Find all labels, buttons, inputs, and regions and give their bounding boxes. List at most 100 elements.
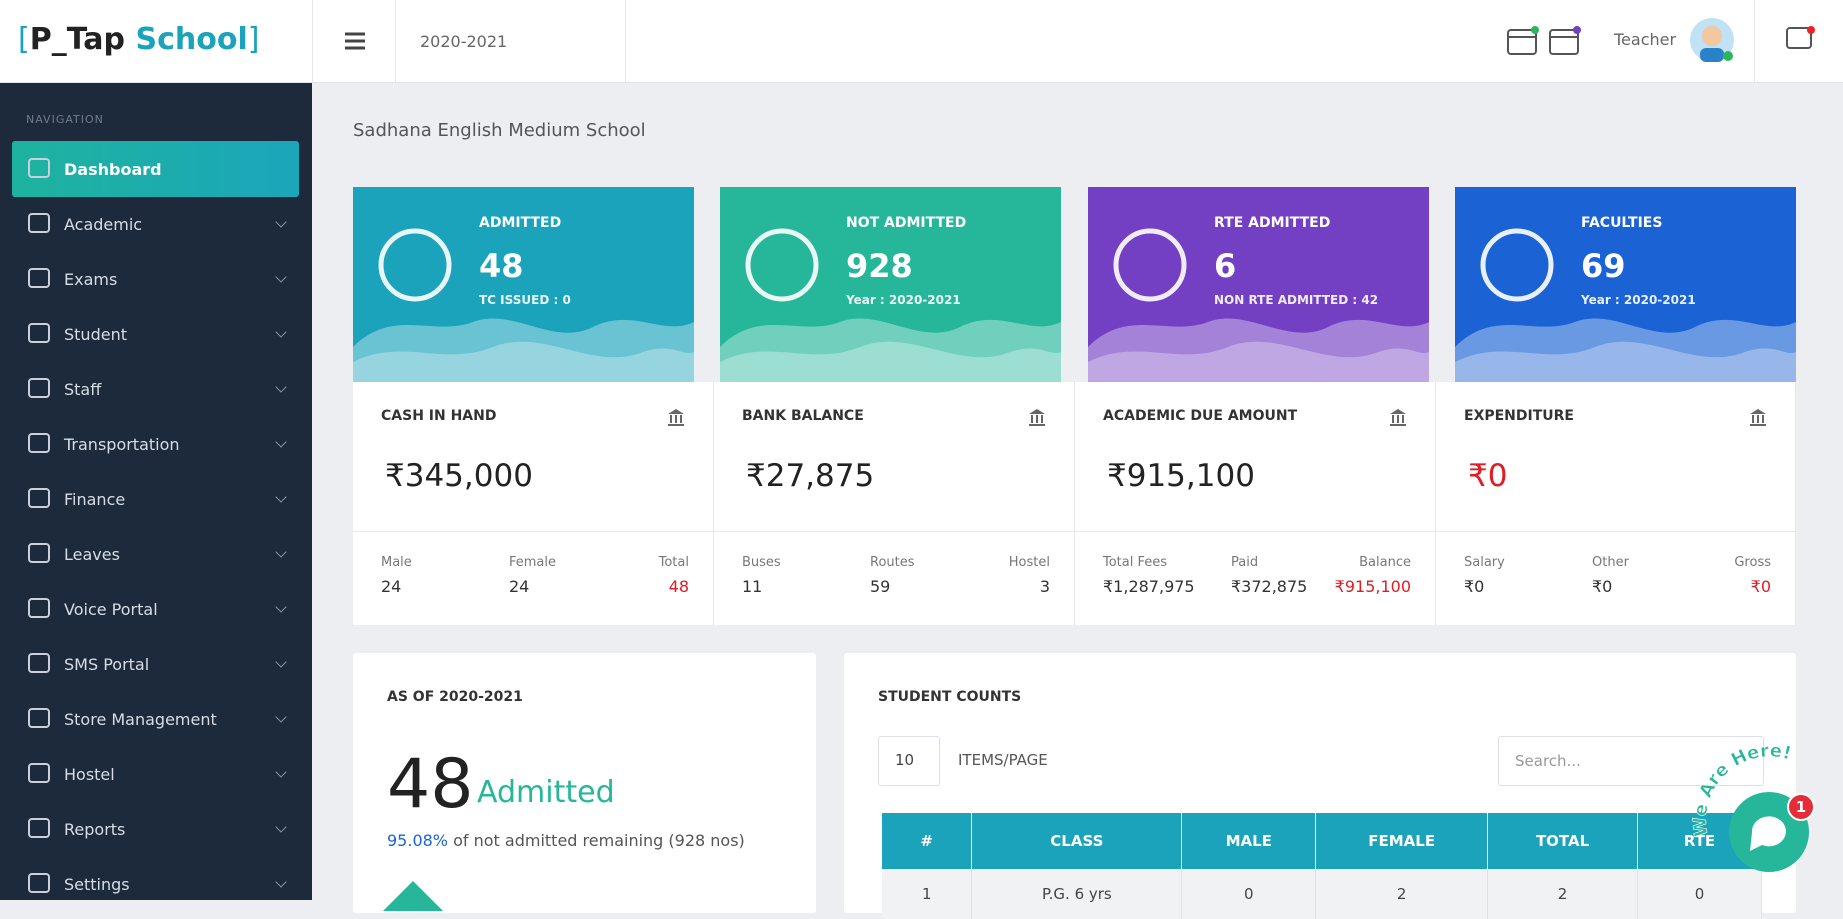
nav-item[interactable]: Leaves — [12, 526, 299, 582]
brand[interactable]: [P_Tap School] — [18, 22, 259, 57]
divider — [1075, 531, 1435, 532]
detail-value: ₹372,875 — [1231, 577, 1308, 596]
panel-title: STUDENT COUNTS — [878, 689, 1022, 705]
page-size-select[interactable]: 10 — [878, 736, 940, 786]
nav-heading: NAVIGATION — [26, 113, 104, 126]
header-icons[interactable] — [1505, 24, 1585, 58]
nav-item[interactable]: Student — [12, 306, 299, 362]
table-row: 1 P.G. 6 yrs 0 2 2 0 — [882, 869, 1762, 919]
finance-card: BANK BALANCE ₹27,875 Buses 11 Routes 59 Hostel… — [714, 382, 1075, 625]
table-cell: 2 — [1315, 869, 1489, 919]
year-selector[interactable]: 2020-2021 — [396, 0, 626, 83]
menu-toggle[interactable] — [312, 0, 396, 83]
chevron — [275, 876, 287, 888]
chat-widget[interactable]: We Are Here! 1 — [1680, 740, 1840, 900]
nav-label: Student — [64, 324, 127, 344]
chevron — [275, 326, 287, 338]
nav-item[interactable]: Exams — [12, 251, 299, 307]
detail-label: Hostel — [1008, 555, 1050, 570]
bank-icon — [1750, 409, 1766, 426]
chevron — [275, 436, 287, 448]
nav-item[interactable]: Dashboard — [12, 141, 299, 197]
nav-label: Voice Portal — [64, 599, 158, 619]
card-wave — [1088, 228, 1429, 382]
detail-value: 24 — [381, 577, 402, 596]
nav-icon — [28, 268, 50, 288]
nav-item[interactable]: Academic — [12, 196, 299, 252]
nav-item[interactable]: Finance — [12, 471, 299, 527]
detail-label: Total — [658, 555, 689, 570]
nav-icon — [28, 653, 50, 673]
chevron — [275, 601, 287, 613]
nav-label: Store Management — [64, 709, 217, 729]
nav-item[interactable]: Staff — [12, 361, 299, 417]
stat-label: FACULTIES — [1581, 215, 1663, 231]
detail-label: Buses — [742, 555, 781, 570]
chat-toggle[interactable] — [1754, 0, 1843, 83]
detail-value: 59 — [870, 577, 891, 596]
nav-label: Reports — [64, 819, 126, 839]
admitted-note: 95.08% of not admitted remaining (928 no… — [387, 831, 745, 850]
nav-label: Hostel — [64, 764, 115, 784]
user-name[interactable]: Teacher — [1614, 30, 1677, 49]
nav-item[interactable]: Settings — [12, 856, 299, 912]
divider — [353, 531, 713, 532]
column-header[interactable]: TOTAL — [1487, 813, 1639, 869]
detail-label: Total Fees — [1103, 555, 1168, 570]
nav-item[interactable]: Hostel — [12, 746, 299, 802]
stat-card: ADMITTED 48 TC ISSUED : 0 — [353, 187, 694, 382]
stat-sub: TC ISSUED : 0 — [479, 293, 571, 307]
detail-value: 11 — [742, 577, 763, 596]
search-input[interactable]: Search... — [1498, 736, 1764, 786]
student-table: # CLASS MALE FEMALE TOTAL RTE 1 P.G. 6 yrs 0 2 2 0 — [882, 813, 1762, 919]
chevron — [275, 821, 287, 833]
column-header[interactable]: # — [882, 813, 973, 869]
stat-card: NOT ADMITTED 928 Year : 2020-2021 — [720, 187, 1061, 382]
nav-icon — [28, 708, 50, 728]
top-bar: [P_Tap School] 2020-2021 Teacher — [0, 0, 1843, 83]
table-header: # CLASS MALE FEMALE TOTAL RTE — [882, 813, 1762, 869]
admitted-panel: AS OF 2020-2021 48 Admitted 95.08% of no… — [353, 653, 816, 913]
stat-label: NOT ADMITTED — [846, 215, 967, 231]
chevron — [275, 491, 287, 503]
finance-value: ₹0 — [1468, 458, 1508, 494]
nav-icon — [28, 213, 50, 233]
nav-item[interactable]: Reports — [12, 801, 299, 857]
column-header[interactable]: FEMALE — [1315, 813, 1489, 869]
detail-label: Paid — [1231, 555, 1259, 570]
brand-name: P_Tap — [29, 22, 126, 57]
nav-item[interactable]: Voice Portal — [12, 581, 299, 637]
nav-icon — [28, 433, 50, 453]
nav-label: SMS Portal — [64, 654, 150, 674]
finance-value: ₹915,100 — [1107, 458, 1255, 494]
stat-sub: NON RTE ADMITTED : 42 — [1214, 293, 1379, 307]
column-header[interactable]: MALE — [1181, 813, 1317, 869]
column-header[interactable]: CLASS — [971, 813, 1183, 869]
school-name: Sadhana English Medium School — [353, 120, 646, 141]
nav-label: Academic — [64, 214, 143, 234]
bank-icon — [1029, 409, 1045, 426]
chevron — [275, 216, 287, 228]
nav-icon — [28, 818, 50, 838]
stat-value: 48 — [479, 247, 524, 285]
detail-value: 3 — [1039, 577, 1050, 596]
detail-value: ₹0 — [1750, 577, 1771, 596]
nav-item[interactable]: Transportation — [12, 416, 299, 472]
detail-label: Male — [381, 555, 412, 570]
bank-icon — [668, 409, 684, 426]
nav-icon — [28, 598, 50, 618]
chevron — [275, 766, 287, 778]
table-cell: 0 — [1181, 869, 1317, 919]
nav-label: Dashboard — [64, 159, 162, 179]
detail-label: Gross — [1734, 555, 1771, 570]
nav-icon — [28, 378, 50, 398]
chevron — [275, 656, 287, 668]
stat-label: RTE ADMITTED — [1214, 215, 1331, 231]
avatar[interactable] — [1688, 16, 1736, 66]
card-wave — [353, 228, 694, 382]
nav-item[interactable]: SMS Portal — [12, 636, 299, 692]
sidebar: NAVIGATION Dashboard Academic Exams Student… — [0, 83, 312, 900]
stat-value: 928 — [846, 247, 913, 285]
nav-item[interactable]: Store Management — [12, 691, 299, 747]
divider — [1436, 531, 1795, 532]
